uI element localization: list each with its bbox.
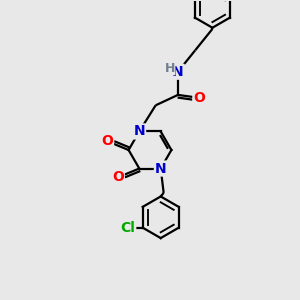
Text: N: N — [155, 161, 167, 176]
Text: O: O — [194, 91, 205, 105]
Text: O: O — [112, 170, 124, 184]
Text: N: N — [134, 124, 145, 139]
Text: Cl: Cl — [120, 221, 135, 235]
Text: O: O — [101, 134, 113, 148]
Text: N: N — [172, 65, 184, 79]
Text: H: H — [164, 62, 175, 75]
